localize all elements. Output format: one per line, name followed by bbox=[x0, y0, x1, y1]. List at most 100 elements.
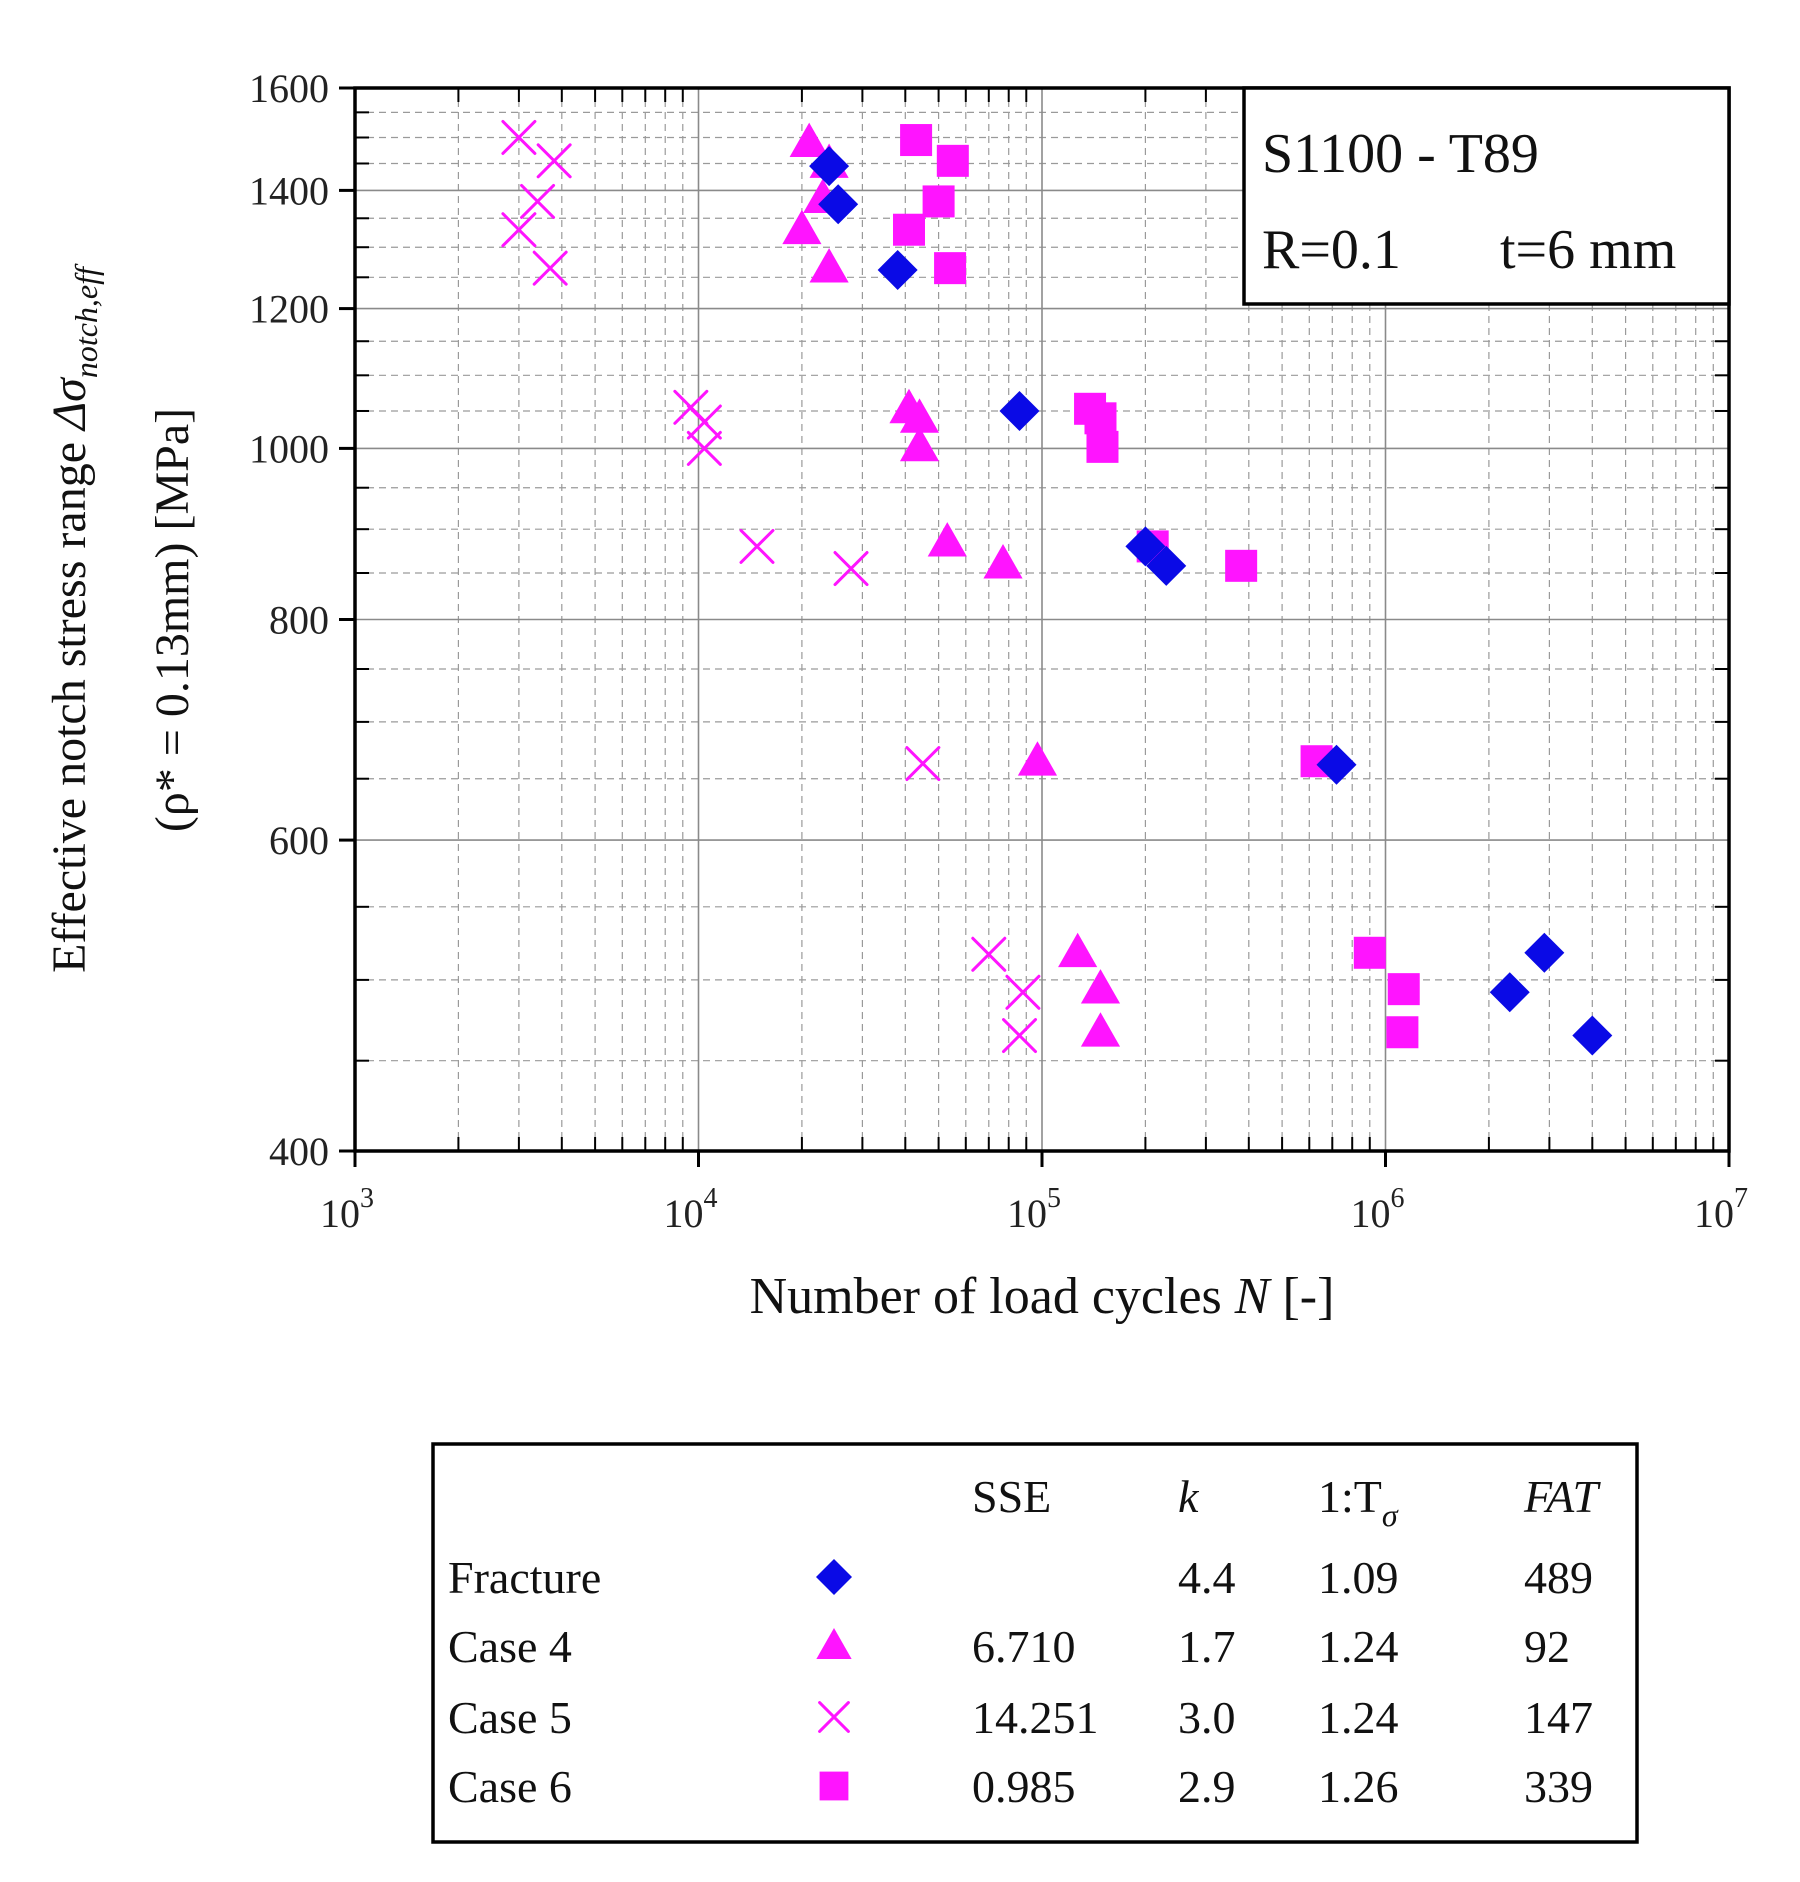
x-axis-title-main: Number of load cycles bbox=[750, 1268, 1235, 1325]
legend-x-marker bbox=[818, 1701, 850, 1733]
legend-triangle-marker bbox=[816, 1628, 852, 1659]
info-box-frame bbox=[1242, 86, 1731, 306]
triangle-data-point bbox=[1058, 932, 1098, 968]
y-axis-title-text: Effective notch stress range bbox=[43, 430, 96, 973]
triangle-data-point bbox=[927, 522, 967, 557]
legend-row-k: 4.4 bbox=[1178, 1552, 1236, 1603]
y-tick-label: 800 bbox=[269, 598, 329, 643]
square-data-point bbox=[1225, 549, 1258, 582]
x-tick-label: 105 bbox=[1007, 1183, 1061, 1236]
info-box-stress-ratio: R=0.1 bbox=[1262, 219, 1401, 281]
x-tick-base: 10 bbox=[1694, 1191, 1734, 1236]
square-data-point bbox=[1084, 402, 1117, 435]
legend-header-fat: FAT bbox=[1523, 1471, 1602, 1522]
series-case-4 bbox=[782, 122, 1121, 1047]
x-data-point bbox=[686, 430, 722, 466]
x-tick-base: 10 bbox=[664, 1191, 704, 1236]
square-data-point bbox=[1353, 936, 1386, 969]
legend-row-name: Case 4 bbox=[448, 1621, 572, 1672]
legend-row-k: 1.7 bbox=[1178, 1621, 1236, 1672]
legend-row-fat: 339 bbox=[1524, 1761, 1593, 1812]
y-axis-title-subscript: notch,eff bbox=[68, 263, 104, 378]
x-tick-exponent: 5 bbox=[1047, 1183, 1061, 1214]
diamond-data-point bbox=[1524, 932, 1565, 973]
square-data-point bbox=[1387, 973, 1420, 1006]
x-tick-label: 103 bbox=[320, 1183, 374, 1236]
info-box-steel-grade: S1100 - T89 bbox=[1262, 123, 1539, 185]
legend-frame bbox=[431, 1442, 1639, 1844]
legend-row-t: 1.24 bbox=[1318, 1621, 1399, 1672]
legend-row-fat: 92 bbox=[1524, 1621, 1570, 1672]
legend-row-fat: 489 bbox=[1524, 1552, 1593, 1603]
triangle-data-point bbox=[983, 544, 1023, 579]
x-tick-exponent: 6 bbox=[1391, 1183, 1405, 1214]
x-data-point bbox=[520, 183, 556, 219]
x-tick-label: 104 bbox=[664, 1183, 718, 1236]
legend-row: Case 4 6.710 1.7 1.24 92 bbox=[448, 1621, 1570, 1672]
diamond-data-point bbox=[999, 390, 1040, 431]
x-tick-exponent: 4 bbox=[704, 1183, 718, 1214]
x-data-point bbox=[971, 936, 1007, 972]
legend-row-fat: 147 bbox=[1524, 1692, 1593, 1743]
x-axis-title-unit: [-] bbox=[1269, 1268, 1334, 1325]
legend-row: Fracture 4.4 1.09 489 bbox=[448, 1552, 1593, 1603]
square-data-point bbox=[936, 144, 969, 177]
legend-header-t-sub: σ bbox=[1382, 1497, 1399, 1533]
triangle-data-point bbox=[899, 426, 940, 462]
square-data-point bbox=[934, 252, 967, 285]
square-data-point bbox=[900, 124, 933, 157]
x-data-point bbox=[1005, 974, 1041, 1010]
y-tick-label: 600 bbox=[269, 818, 329, 863]
legend-header-k: k bbox=[1178, 1471, 1200, 1522]
triangle-data-point bbox=[789, 122, 829, 158]
square-data-point bbox=[1086, 430, 1119, 463]
diamond-data-point bbox=[1316, 744, 1357, 785]
legend-row: Case 5 14.251 3.0 1.24 147 bbox=[448, 1692, 1593, 1743]
legend-row-t: 1.09 bbox=[1318, 1552, 1399, 1603]
y-axis-title-symbol: Δσ bbox=[43, 376, 96, 432]
legend: SSE k 1:Tσ FAT Fracture 4.4 1.09 489 Case 4 6… bbox=[431, 1442, 1639, 1844]
y-tick-label: 400 bbox=[269, 1129, 329, 1174]
diamond-data-point bbox=[1125, 526, 1166, 567]
legend-row-k: 2.9 bbox=[1178, 1761, 1236, 1812]
legend-row: Case 6 0.985 2.9 1.26 339 bbox=[448, 1761, 1593, 1812]
legend-row-sse: 6.710 bbox=[972, 1621, 1076, 1672]
square-data-point bbox=[922, 185, 955, 218]
square-data-point bbox=[892, 213, 925, 246]
x-data-point bbox=[501, 119, 537, 155]
legend-row-name: Case 6 bbox=[448, 1761, 572, 1812]
legend-row-t: 1.24 bbox=[1318, 1692, 1399, 1743]
diamond-data-point bbox=[809, 146, 850, 187]
triangle-data-point bbox=[809, 248, 849, 283]
legend-row-name: Fracture bbox=[448, 1552, 601, 1603]
diamond-data-point bbox=[877, 249, 918, 290]
x-data-point bbox=[532, 250, 568, 286]
triangle-data-point bbox=[782, 209, 822, 245]
x-tick-labels: 103 104 105 106 107 bbox=[320, 1183, 1748, 1236]
x-data-point bbox=[905, 746, 941, 782]
x-axis-title-var: N bbox=[1234, 1268, 1273, 1325]
triangle-data-point bbox=[899, 398, 940, 433]
series-fracture bbox=[809, 146, 1613, 1056]
y-tick-label: 1200 bbox=[249, 287, 329, 332]
x-axis-title: Number of load cycles N [-] bbox=[750, 1268, 1335, 1325]
x-tick-label: 107 bbox=[1694, 1183, 1748, 1236]
data-points bbox=[501, 119, 1613, 1056]
legend-row-t: 1.26 bbox=[1318, 1761, 1399, 1812]
legend-row-k: 3.0 bbox=[1178, 1692, 1236, 1743]
info-box: S1100 - T89 R=0.1 t=6 mm bbox=[1242, 86, 1731, 306]
y-tick-label: 1000 bbox=[249, 426, 329, 471]
y-axis-title-line1: Effective notch stress range Δσnotch,eff bbox=[43, 263, 104, 973]
triangle-data-point bbox=[1017, 741, 1058, 776]
square-data-point bbox=[1386, 1016, 1419, 1049]
diamond-data-point bbox=[1572, 1015, 1613, 1056]
legend-square-marker bbox=[819, 1771, 849, 1801]
diamond-data-point bbox=[818, 184, 859, 225]
x-tick-base: 10 bbox=[320, 1191, 360, 1236]
x-data-point bbox=[739, 528, 775, 564]
y-tick-labels: 400 600 800 1000 1200 1400 1600 bbox=[249, 66, 329, 1174]
y-axis-title-line2: (ρ* = 0.13mm) [MPa] bbox=[146, 408, 199, 832]
x-tick-exponent: 3 bbox=[360, 1183, 374, 1214]
